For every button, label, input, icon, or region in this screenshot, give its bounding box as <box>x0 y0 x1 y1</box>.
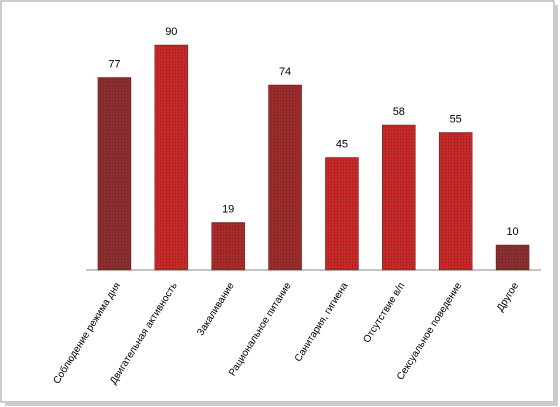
data-label: 90 <box>165 26 177 38</box>
data-label: 58 <box>393 106 405 118</box>
shadow <box>5 402 558 406</box>
data-label: 10 <box>506 226 518 238</box>
shadow <box>554 5 558 405</box>
bar-texture <box>325 157 359 270</box>
data-label: 74 <box>279 66 291 78</box>
data-label: 55 <box>450 114 462 126</box>
bar-texture <box>211 222 245 270</box>
bar-texture <box>439 132 473 270</box>
bar-texture <box>496 245 530 270</box>
bar-texture <box>382 125 416 270</box>
bar-texture <box>97 77 131 270</box>
bar-texture <box>154 45 188 270</box>
bar-texture <box>268 85 302 270</box>
data-label: 77 <box>108 59 120 71</box>
data-label: 45 <box>336 139 348 151</box>
data-label: 19 <box>222 204 234 216</box>
